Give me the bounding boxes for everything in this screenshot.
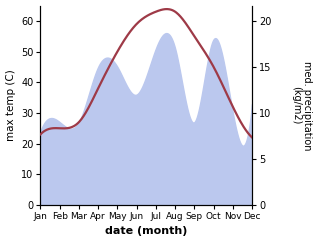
Y-axis label: max temp (C): max temp (C) (5, 69, 16, 141)
Y-axis label: med. precipitation
(kg/m2): med. precipitation (kg/m2) (291, 60, 313, 150)
X-axis label: date (month): date (month) (105, 227, 187, 236)
